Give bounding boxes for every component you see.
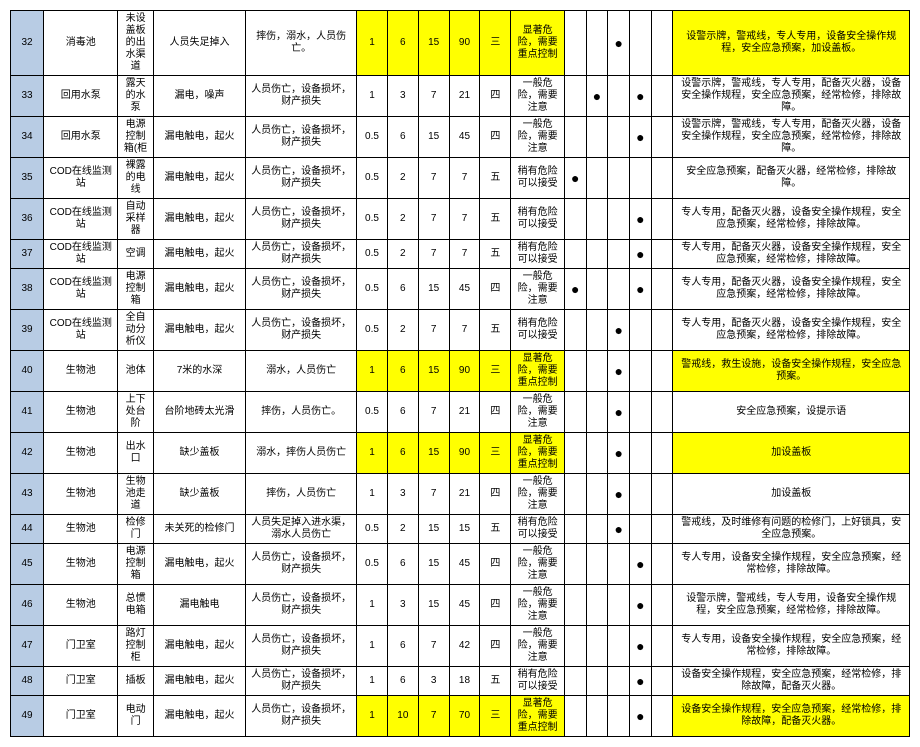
risk-table: 32消毒池未设盖板的出水渠道人员失足掉入摔伤，溺水，人员伤亡。161590三显著… [10, 10, 910, 737]
table-row: 33回用水泵露天的水泵漏电，噪声人员伤亡，设备损坏，财产损失13721四一般危险… [11, 76, 910, 117]
table-row: 43生物池生物池走道缺少盖板摔伤，人员伤亡13721四一般危险，需要注意●加设盖… [11, 474, 910, 515]
table-row: 35COD在线监测站裸露的电线漏电触电，起火人员伤亡，设备损坏，财产损失0.52… [11, 158, 910, 199]
table-row: 38COD在线监测站电源控制箱漏电触电，起火人员伤亡，设备损坏，财产损失0.56… [11, 269, 910, 310]
table-row: 48门卫室插板漏电触电，起火人员伤亡，设备损坏，财产损失16318五稍有危险可以… [11, 667, 910, 696]
table-row: 32消毒池未设盖板的出水渠道人员失足掉入摔伤，溺水，人员伤亡。161590三显著… [11, 11, 910, 76]
table-row: 47门卫室路灯控制柜漏电触电，起火人员伤亡，设备损坏，财产损失16742四一般危… [11, 626, 910, 667]
table-row: 40生物池池体7米的水深溺水，人员伤亡161590三显著危险，需要重点控制●警戒… [11, 351, 910, 392]
table-row: 49门卫室电动门漏电触电，起火人员伤亡，设备损坏，财产损失110770三显著危险… [11, 696, 910, 737]
table-row: 45生物池电源控制箱漏电触电，起火人员伤亡，设备损坏，财产损失0.561545四… [11, 544, 910, 585]
table-row: 34回用水泵电源控制箱(柜漏电触电，起火人员伤亡，设备损坏，财产损失0.5615… [11, 117, 910, 158]
table-row: 41生物池上下处台阶台阶地砖太光滑摔伤，人员伤亡。0.56721四一般危险，需要… [11, 392, 910, 433]
table-row: 42生物池出水口缺少盖板溺水，摔伤人员伤亡161590三显著危险，需要重点控制●… [11, 433, 910, 474]
table-row: 46生物池总惯电箱漏电触电人员伤亡，设备损坏，财产损失131545四一般危险，需… [11, 585, 910, 626]
table-row: 37COD在线监测站空调漏电触电，起火人员伤亡，设备损坏，财产损失0.5277五… [11, 240, 910, 269]
table-row: 39COD在线监测站全自动分析仪漏电触电，起火人员伤亡，设备损坏，财产损失0.5… [11, 310, 910, 351]
table-row: 44生物池检修门未关死的检修门人员失足掉入进水渠，溺水人员伤亡0.521515五… [11, 515, 910, 544]
table-row: 36COD在线监测站自动采样器漏电触电，起火人员伤亡，设备损坏，财产损失0.52… [11, 199, 910, 240]
